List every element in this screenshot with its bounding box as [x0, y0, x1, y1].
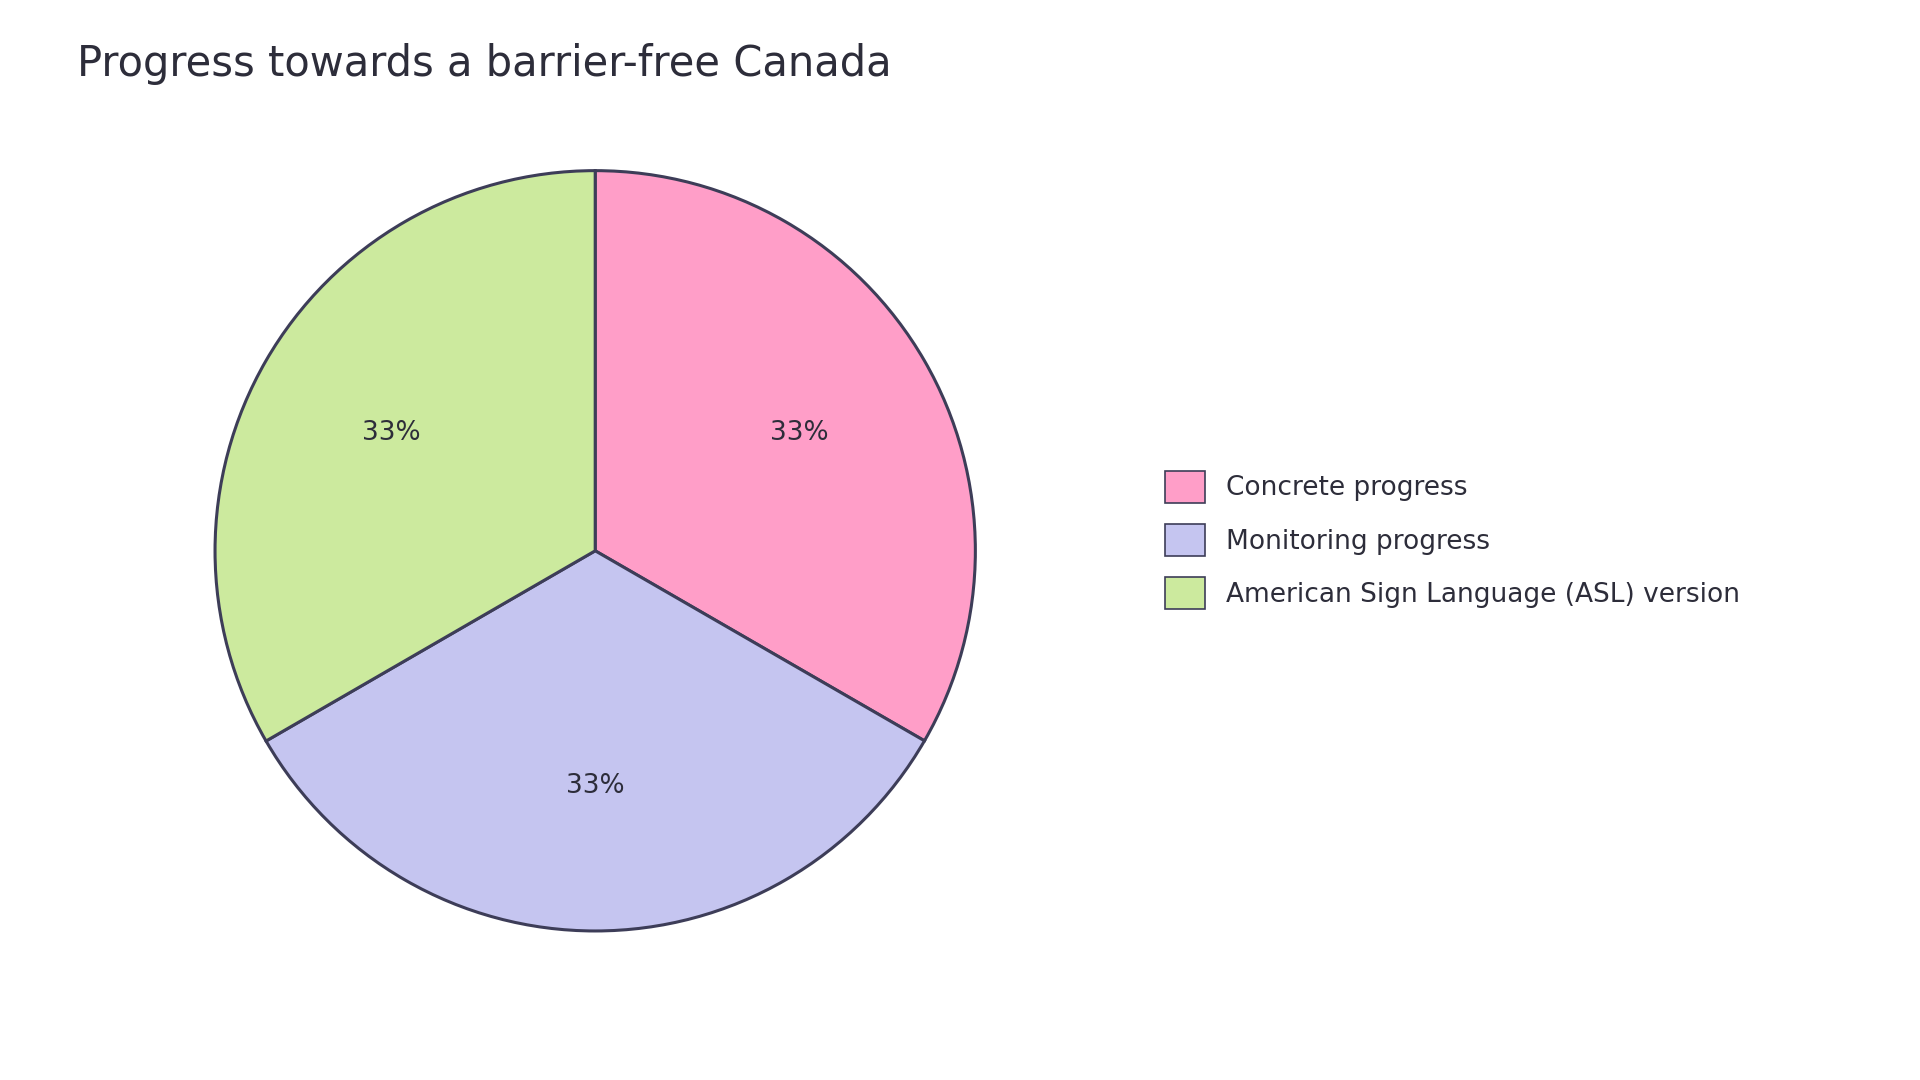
- Text: 33%: 33%: [566, 773, 624, 799]
- Text: 33%: 33%: [770, 420, 829, 446]
- Wedge shape: [595, 171, 975, 741]
- Legend: Concrete progress, Monitoring progress, American Sign Language (ASL) version: Concrete progress, Monitoring progress, …: [1165, 471, 1740, 609]
- Wedge shape: [215, 171, 595, 741]
- Text: Progress towards a barrier-free Canada: Progress towards a barrier-free Canada: [77, 43, 891, 85]
- Text: 33%: 33%: [361, 420, 420, 446]
- Wedge shape: [267, 551, 924, 931]
